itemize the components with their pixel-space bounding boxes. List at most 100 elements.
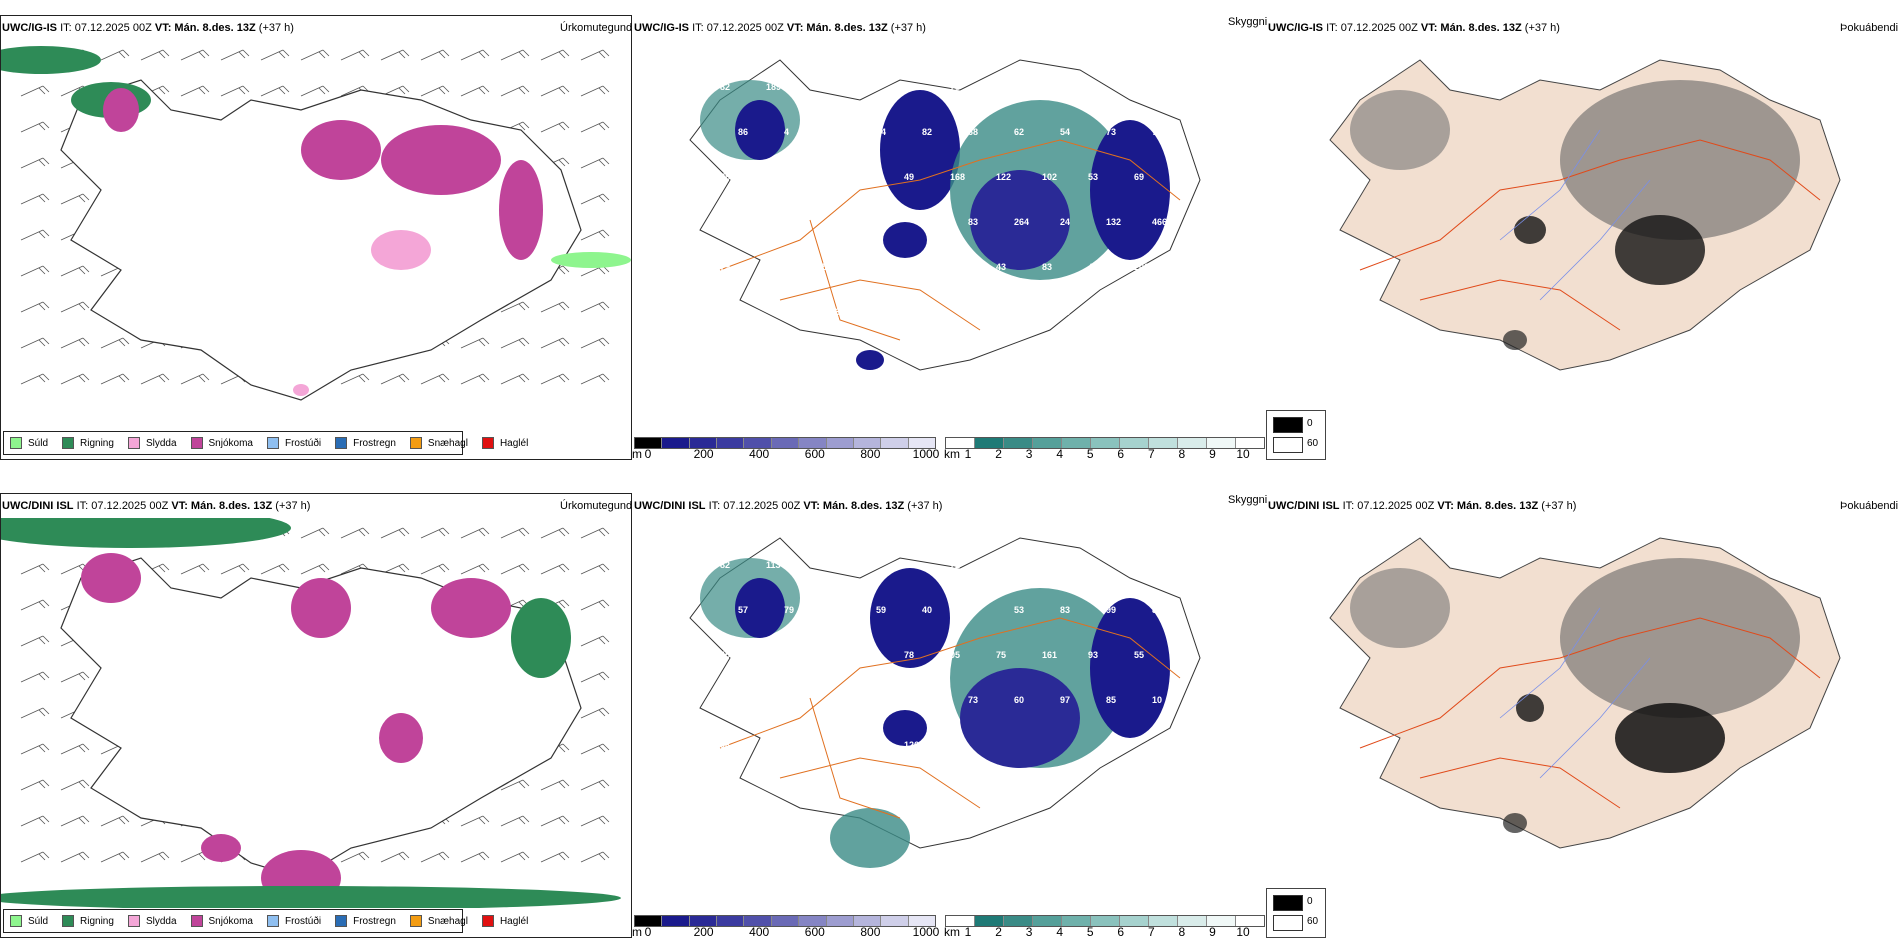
- colorbar-tick: 3: [1025, 447, 1033, 461]
- map-value-label: 57: [738, 605, 748, 615]
- road-network: [1359, 617, 1821, 809]
- iceland-outline: [60, 557, 582, 879]
- wind-barb: [20, 301, 50, 313]
- wind-barb: [60, 779, 90, 791]
- wind-barb: [580, 599, 610, 611]
- wind-barb: [580, 635, 610, 647]
- init-time: IT: 07.12.2025 00Z: [76, 500, 169, 512]
- wind-barb: [300, 563, 330, 575]
- wind-barb: [20, 599, 50, 611]
- map-value-label: 466: [1152, 217, 1167, 227]
- colorbar-segment: [1033, 916, 1062, 926]
- map-value-label: 78: [904, 82, 914, 92]
- wind-barb: [580, 671, 610, 683]
- colorbar-tick: 5: [1086, 925, 1094, 939]
- legend-item-snjokoma: Snjókoma: [190, 915, 253, 927]
- map-value-label: 73: [858, 82, 868, 92]
- colorbar-segment: [662, 438, 690, 448]
- init-time: IT: 07.12.2025 00Z: [692, 22, 784, 34]
- wind-barb: [300, 49, 330, 61]
- fog-legend: 0 60: [1266, 888, 1326, 938]
- fog-panel-title: Þokuábendi: [1840, 22, 1899, 34]
- wind-barb: [500, 563, 530, 575]
- wind-barb: [420, 527, 450, 539]
- map-value-label: 73: [1042, 82, 1052, 92]
- map-value-label: 40: [922, 605, 932, 615]
- init-time: IT: 07.12.2025 00Z: [708, 500, 801, 512]
- init-time: IT: 07.12.2025 00Z: [60, 22, 152, 34]
- map-value-label: 49: [904, 172, 914, 182]
- map-value-label: 102: [1042, 172, 1057, 182]
- legend-item-snjokoma: Snjókoma: [190, 437, 253, 449]
- legend-item-suld: Súld: [10, 915, 48, 927]
- colorbar-segment: [975, 916, 1004, 926]
- legend-item-frostudi: Frostúði: [266, 437, 321, 449]
- map-value-label: 07: [1134, 82, 1144, 92]
- map-value-label: 59: [812, 740, 822, 750]
- map-value-label: 88: [1152, 605, 1162, 615]
- colorbar-segment: [826, 916, 854, 926]
- wind-barb: [500, 49, 530, 61]
- fog-legend-label: 0: [1307, 896, 1313, 907]
- wind-barb: [580, 157, 610, 169]
- map-value-label: 78: [950, 82, 960, 92]
- map-value-label: 78: [996, 82, 1006, 92]
- map-value-label: 161: [1042, 650, 1057, 660]
- visibility-panel-title: Skyggni: [1228, 16, 1268, 28]
- valid-time: VT: Mán. 8.des. 13Z: [786, 22, 888, 34]
- map-value-label: 69: [1134, 172, 1144, 182]
- map-value-label: 377: [858, 740, 873, 750]
- colorbar-tick: 3: [1025, 925, 1033, 939]
- wind-barb: [180, 49, 210, 61]
- fog-indicator-map: [1329, 59, 1841, 371]
- rivers: [1499, 607, 1651, 779]
- colorbar-tick: 0: [644, 925, 652, 939]
- map-value-label: 49: [784, 307, 794, 317]
- map-value-label: 42: [812, 560, 822, 570]
- map-value-label: 67: [738, 307, 748, 317]
- wind-barb: [460, 373, 490, 385]
- wind-barb: [140, 851, 170, 863]
- wind-barb: [20, 671, 50, 683]
- wind-barb: [60, 265, 90, 277]
- legend-item-frostregn: Frostregn: [335, 915, 396, 927]
- map-value-label: 27: [720, 352, 730, 362]
- colorbar-segment: [771, 916, 800, 926]
- map-value-label: 73: [968, 695, 978, 705]
- colorbar-segment: [853, 438, 882, 448]
- map-value-label: 8: [738, 217, 743, 227]
- colorbar-segment: [744, 916, 772, 926]
- wind-barb: [580, 193, 610, 205]
- legend-label: Slydda: [145, 915, 177, 927]
- map-value-label: 143: [922, 307, 937, 317]
- map-value-label: 11: [950, 262, 960, 272]
- legend-swatch: [127, 437, 140, 449]
- legend-label: Snjókoma: [208, 915, 253, 927]
- colorbar-tick: 10: [1236, 925, 1250, 939]
- legend-swatch: [10, 437, 22, 449]
- map-value-label: 55: [1060, 307, 1070, 317]
- wind-barb: [460, 815, 490, 827]
- map-value-label: 60: [1014, 695, 1024, 705]
- colorbar-segment: [1062, 916, 1091, 926]
- map-value-label: 99: [1106, 605, 1116, 615]
- legend-label: Slydda: [145, 437, 177, 449]
- map-value-label: 69: [858, 650, 868, 660]
- visibility-areas: [700, 558, 1170, 868]
- legend-label: Snæhagl: [427, 915, 468, 927]
- visibility-panel-header: UWC/IG-IS IT: 07.12.2025 00Z VT: Mán. 8.…: [634, 22, 926, 34]
- wind-barb: [580, 301, 610, 313]
- wind-barb: [180, 85, 210, 97]
- wind-barb: [20, 707, 50, 719]
- wind-barb: [100, 337, 130, 349]
- colorbar-tick: 7: [1147, 925, 1155, 939]
- wind-barb: [20, 635, 50, 647]
- map-value-label: 72: [1152, 127, 1162, 137]
- fog-panel-header: UWC/DINI ISL IT: 07.12.2025 00Z VT: Mán.…: [1268, 500, 1576, 512]
- map-value-label: 79: [720, 262, 730, 272]
- wind-barb: [60, 851, 90, 863]
- wind-barb: [540, 815, 570, 827]
- colorbar-segment: [1091, 438, 1120, 448]
- wind-barb: [420, 373, 450, 385]
- colorbar-tick: 10: [1236, 447, 1250, 461]
